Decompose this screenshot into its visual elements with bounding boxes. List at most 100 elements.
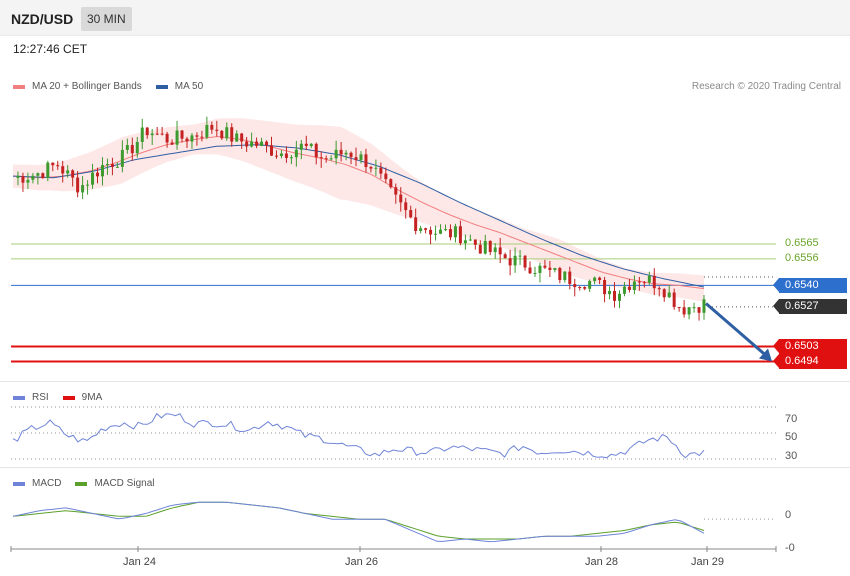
candle-body xyxy=(250,141,254,147)
candle-body xyxy=(488,241,492,253)
candle-body xyxy=(528,267,532,274)
candle-body xyxy=(662,289,666,298)
candle-body xyxy=(324,158,328,160)
candle-body xyxy=(657,288,661,290)
candle-body xyxy=(697,307,701,313)
pivot-price-tag: 0.6540 xyxy=(773,277,847,293)
rsi-tick-50: 50 xyxy=(785,431,798,443)
candle-body xyxy=(647,275,651,283)
candle-body xyxy=(593,277,597,281)
candle-body xyxy=(578,287,582,289)
candle-body xyxy=(443,229,447,231)
candle-body xyxy=(284,153,288,158)
candle-body xyxy=(46,162,50,179)
candle-body xyxy=(170,142,174,145)
candle-body xyxy=(349,152,353,158)
candle-body xyxy=(613,290,617,301)
candle-body xyxy=(463,240,467,244)
macd-line xyxy=(12,501,705,543)
ma50-line xyxy=(12,144,705,288)
legend-swatch-rsi xyxy=(13,395,25,400)
legend-label-ma50: MA 50 xyxy=(174,81,204,92)
legend-label-macd: MACD xyxy=(32,478,62,489)
candle-body xyxy=(175,130,179,145)
candle-body xyxy=(270,145,274,156)
candle-body xyxy=(240,133,244,142)
candle-body xyxy=(503,254,507,259)
candle-body xyxy=(642,282,646,284)
candle-body xyxy=(498,247,502,255)
support-price-tag-1: 0.6503 xyxy=(773,339,847,355)
candle-body xyxy=(637,281,641,283)
candle-body xyxy=(677,306,681,308)
candle-body xyxy=(458,226,462,244)
candle-body xyxy=(235,133,239,142)
timeframe-badge[interactable]: 30 MIN xyxy=(81,7,132,31)
candle-body xyxy=(379,167,383,174)
candle-body xyxy=(255,141,259,146)
legend-swatch-rsi-ma xyxy=(62,395,75,400)
candle-body xyxy=(389,179,393,188)
ma20-line xyxy=(12,135,705,290)
candle-body xyxy=(573,284,577,288)
candle-body xyxy=(627,286,631,290)
macd-legend: MACD MACD Signal xyxy=(13,478,168,489)
rsi-tick-30: 30 xyxy=(785,450,798,462)
candle-body xyxy=(518,255,522,257)
macd-signal-line xyxy=(12,501,705,540)
candle-body xyxy=(319,157,323,159)
candle-body xyxy=(473,239,477,245)
price-legend: MA 20 + Bollinger Bands MA 50 xyxy=(13,81,217,92)
candle-body xyxy=(145,127,149,136)
candle-body xyxy=(220,130,224,139)
legend-swatch-macd xyxy=(13,481,25,486)
legend-label-bollinger: MA 20 + Bollinger Bands xyxy=(32,81,142,92)
candle-body xyxy=(115,166,119,168)
candle-body xyxy=(160,133,164,135)
candle-body xyxy=(394,187,398,195)
candle-body xyxy=(409,210,413,218)
candle-body xyxy=(299,143,303,150)
x-tick-jan28: Jan 28 xyxy=(585,556,619,568)
candle-body xyxy=(279,153,283,157)
instrument-title: NZD/USD xyxy=(11,11,74,27)
rsi-line xyxy=(12,412,705,459)
candle-body xyxy=(56,165,60,167)
resistance-label-2: 0.6556 xyxy=(785,251,819,264)
candle-body xyxy=(314,143,318,158)
candle-body xyxy=(434,233,438,235)
candle-body xyxy=(468,239,472,241)
rsi-legend: RSI 9MA xyxy=(13,392,116,403)
candle-body xyxy=(692,307,696,309)
candle-body xyxy=(91,172,95,185)
candle-body xyxy=(538,265,542,273)
candle-body xyxy=(652,275,656,289)
candle-body xyxy=(71,170,75,178)
candle-body xyxy=(523,255,527,268)
candle-body xyxy=(702,299,706,313)
candle-body xyxy=(294,149,298,158)
projection-arrow-shaft xyxy=(705,302,767,357)
candle-body xyxy=(339,149,343,155)
candle-body xyxy=(603,280,607,295)
candle-body xyxy=(26,179,30,183)
chart-header: NZD/USD 30 MIN xyxy=(0,0,850,36)
candle-body xyxy=(548,267,552,271)
candle-body xyxy=(553,268,557,271)
clock-readout: 12:27:46 CET xyxy=(13,42,88,56)
candle-body xyxy=(265,141,269,146)
macd-tick-zero: 0 xyxy=(785,509,792,521)
x-tick-jan24: Jan 24 xyxy=(123,556,157,568)
candle-body xyxy=(364,154,368,168)
panel-divider-rsi xyxy=(0,381,850,382)
candle-body xyxy=(190,135,194,142)
candle-body xyxy=(195,135,199,137)
candle-body xyxy=(414,217,418,231)
candle-body xyxy=(125,145,129,150)
candle-body xyxy=(155,133,159,135)
candle-body xyxy=(563,271,567,281)
candle-body xyxy=(165,133,169,143)
candle-body xyxy=(543,265,547,268)
candle-body xyxy=(274,155,278,157)
